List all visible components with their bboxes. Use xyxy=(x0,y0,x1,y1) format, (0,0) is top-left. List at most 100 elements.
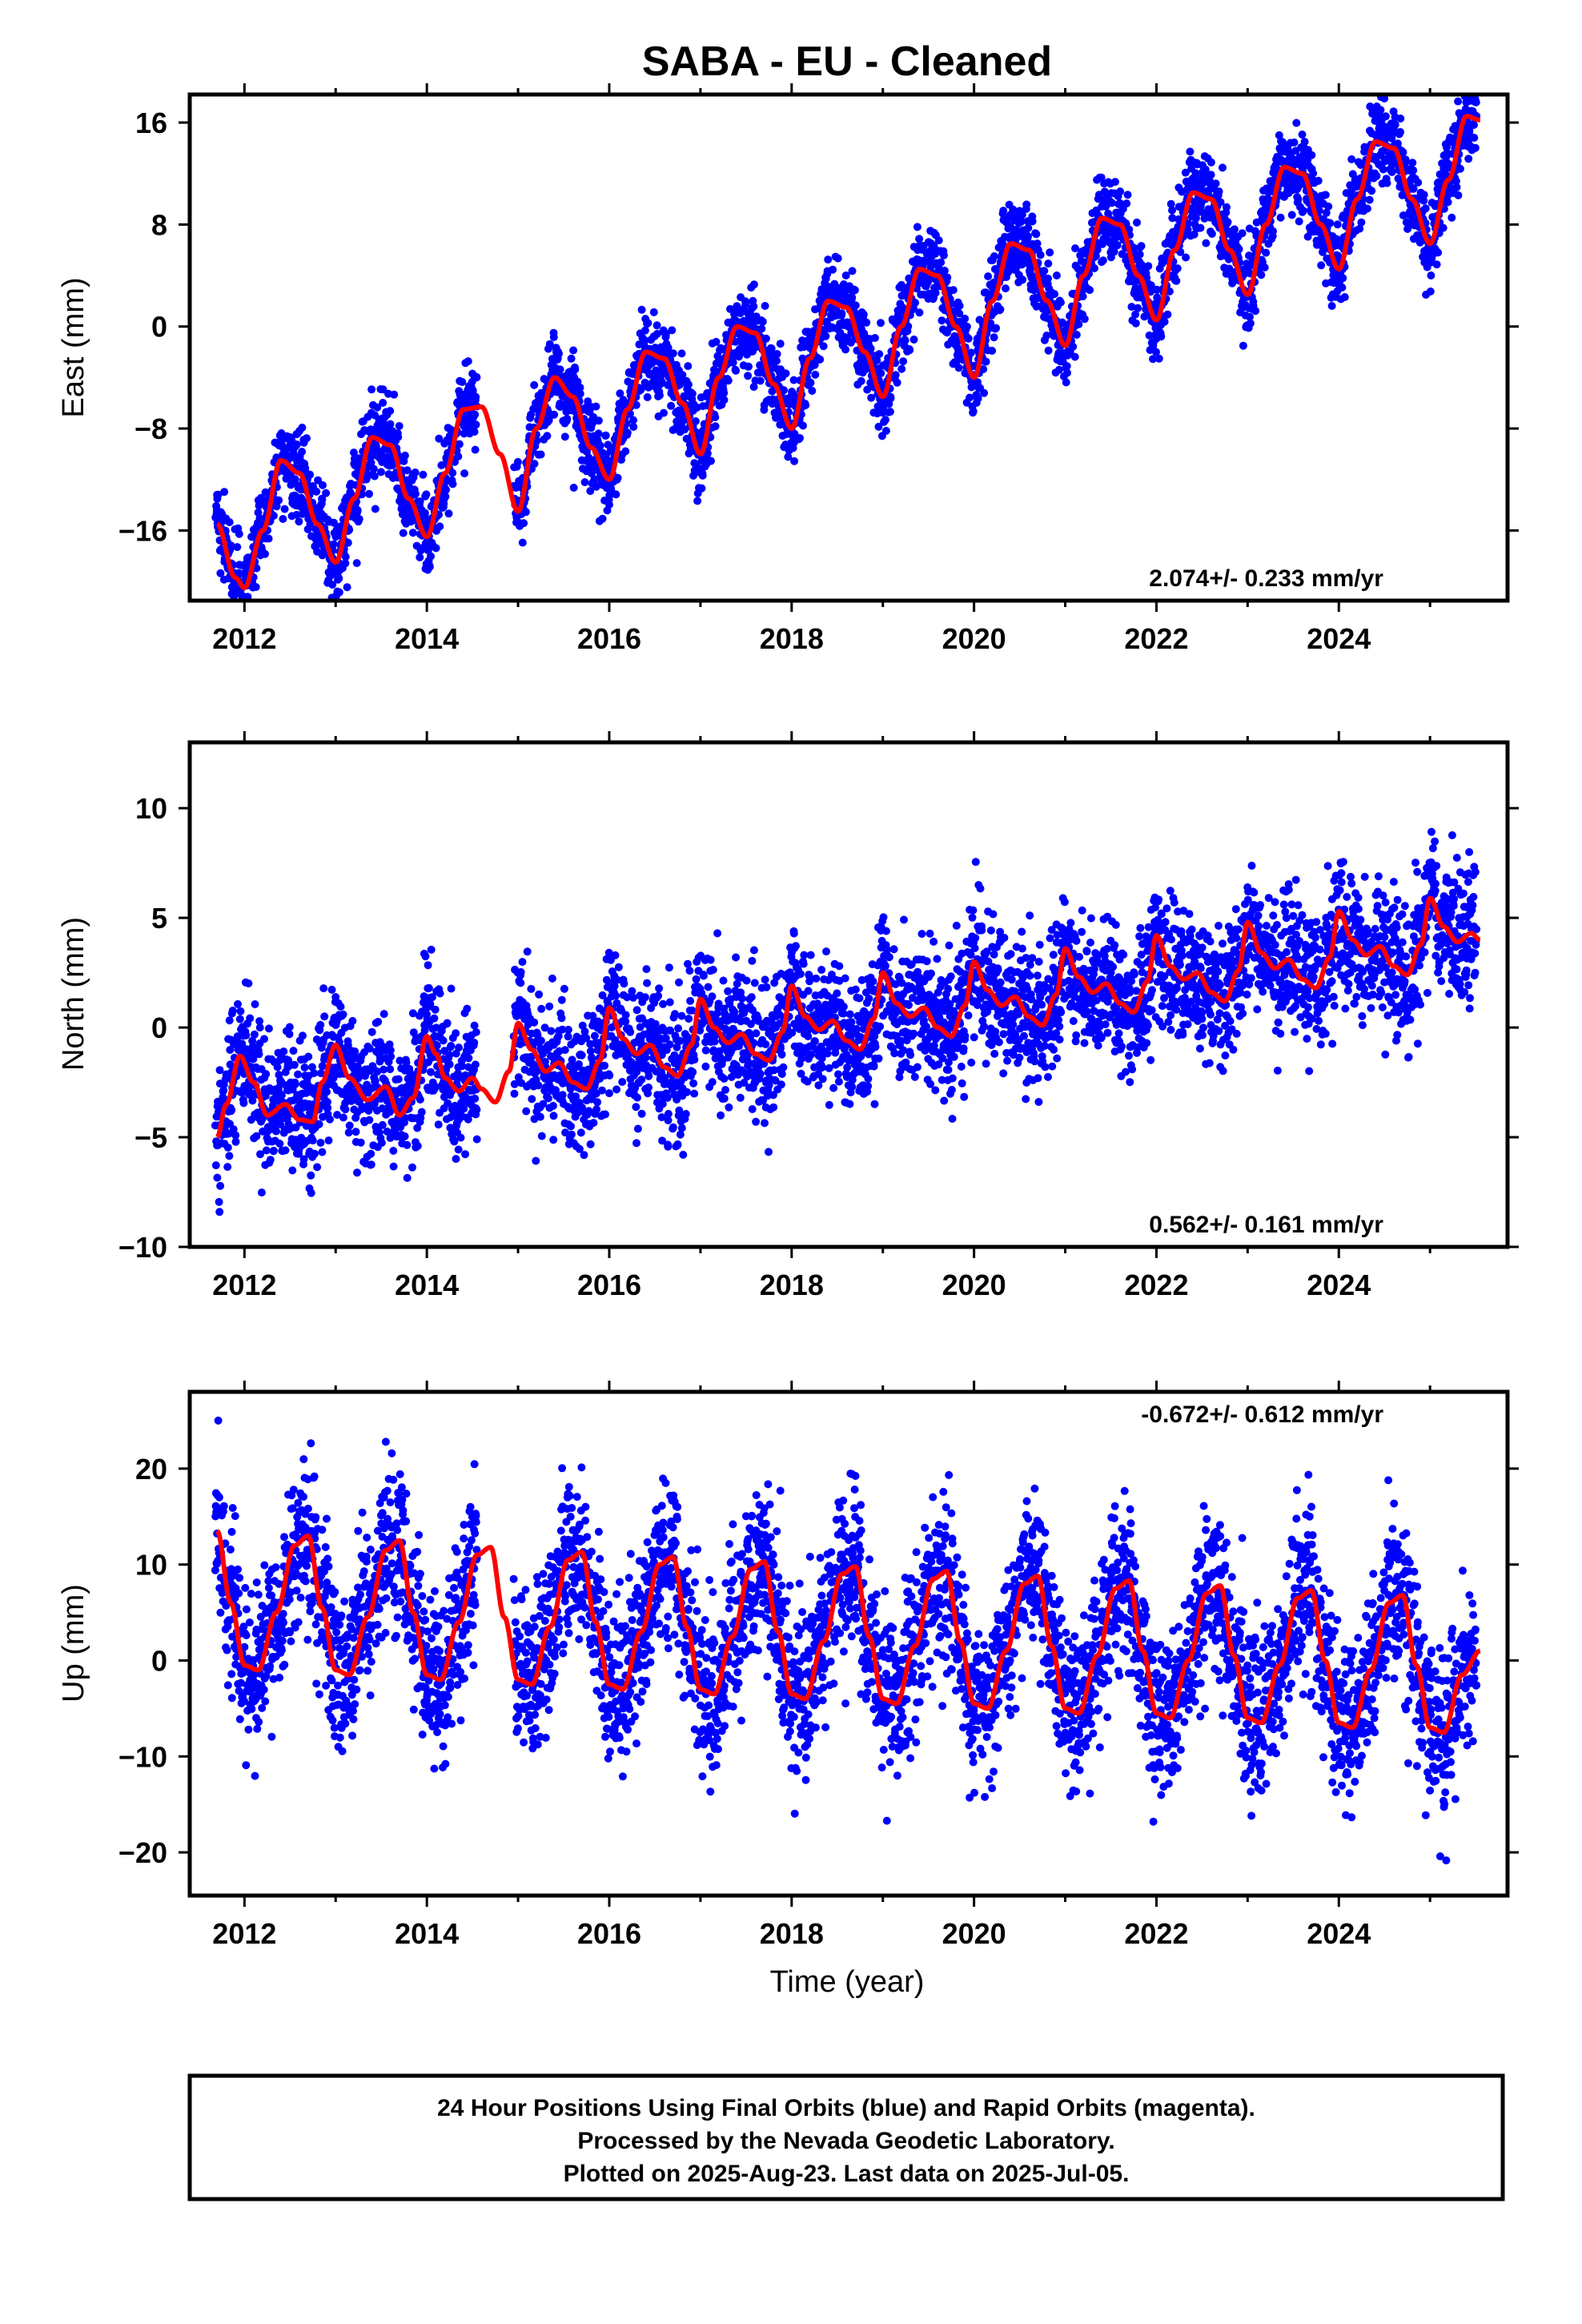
north-point xyxy=(226,1060,235,1069)
east-x-tick-label: 2020 xyxy=(942,622,1006,655)
east-point xyxy=(1168,214,1177,223)
east-point xyxy=(225,518,234,527)
north-point xyxy=(339,1010,347,1019)
east-point xyxy=(1347,155,1356,163)
east-point xyxy=(1157,332,1166,341)
north-point xyxy=(227,1106,236,1114)
north-point xyxy=(231,1137,240,1146)
north-point xyxy=(244,979,253,987)
east-point xyxy=(468,386,477,395)
east-point xyxy=(724,376,733,385)
north-point xyxy=(256,1150,264,1159)
north-point xyxy=(313,1163,322,1172)
east-point xyxy=(711,413,720,421)
north-point xyxy=(215,1066,224,1075)
east-point xyxy=(233,543,242,552)
north-point xyxy=(252,1132,261,1140)
north-point xyxy=(327,985,336,994)
east-point xyxy=(520,519,528,528)
east-point xyxy=(314,476,323,485)
east-point xyxy=(303,434,311,443)
north-point xyxy=(307,1171,315,1180)
east-point xyxy=(629,416,637,424)
east-point xyxy=(821,332,830,340)
east-point xyxy=(874,422,883,431)
east-point xyxy=(298,424,307,432)
east-point xyxy=(1409,184,1418,193)
east-point xyxy=(866,344,875,353)
east-point xyxy=(848,267,857,275)
east-point xyxy=(1396,127,1404,136)
east-point xyxy=(1135,250,1144,259)
north-point xyxy=(323,1088,331,1096)
north-point xyxy=(326,1115,334,1124)
east-point xyxy=(1149,355,1157,364)
north-point xyxy=(226,1046,235,1054)
east-point xyxy=(1246,312,1254,321)
east-point xyxy=(640,336,649,344)
east-point xyxy=(1387,167,1396,176)
east-point xyxy=(367,458,375,467)
east-y-tick-label: −16 xyxy=(118,514,167,547)
east-point xyxy=(1044,346,1053,355)
east-point xyxy=(875,350,884,359)
east-point xyxy=(1219,163,1227,172)
north-point xyxy=(225,1152,234,1160)
east-point xyxy=(350,448,358,457)
east-point xyxy=(1454,97,1463,106)
east-point xyxy=(1044,274,1052,283)
east-point xyxy=(569,484,578,492)
east-point xyxy=(905,346,914,355)
east-point xyxy=(580,478,589,487)
east-point xyxy=(1032,230,1041,239)
east-point xyxy=(291,475,299,484)
east-point xyxy=(1456,164,1464,173)
east-point xyxy=(1165,287,1174,296)
north-point xyxy=(299,1031,307,1040)
east-point xyxy=(425,562,434,571)
north-point xyxy=(233,1032,242,1041)
east-point xyxy=(306,470,315,479)
east-point xyxy=(996,305,1005,314)
east-point xyxy=(940,267,949,275)
north-point xyxy=(331,993,340,1001)
east-point xyxy=(584,397,592,406)
east-point xyxy=(1327,302,1336,310)
east-point xyxy=(1110,247,1118,256)
east-point xyxy=(881,427,890,435)
east-point xyxy=(1046,248,1054,257)
east-point xyxy=(1434,248,1443,257)
east-point xyxy=(684,362,693,371)
north-point xyxy=(242,1031,251,1039)
east-point xyxy=(899,357,908,366)
east-point xyxy=(901,336,909,345)
east-point xyxy=(1207,171,1215,179)
east-point xyxy=(1018,211,1026,219)
east-point xyxy=(1471,143,1480,152)
north-point xyxy=(251,1000,259,1008)
east-point xyxy=(1324,202,1333,211)
east-point xyxy=(390,390,399,399)
east-point xyxy=(612,490,620,499)
north-point xyxy=(378,1120,387,1129)
east-point xyxy=(652,329,661,338)
east-point xyxy=(1202,239,1211,247)
east-point xyxy=(749,302,758,311)
east-point xyxy=(678,371,687,380)
east-point xyxy=(1058,319,1067,328)
east-point xyxy=(729,358,737,367)
east-point xyxy=(773,350,781,358)
east-point xyxy=(319,480,327,489)
north-point xyxy=(307,1063,316,1072)
east-point xyxy=(532,436,541,445)
east-point xyxy=(643,393,652,401)
east-point xyxy=(776,340,785,348)
east-point xyxy=(464,357,472,366)
north-point xyxy=(291,1080,299,1088)
east-point xyxy=(1419,191,1428,199)
east-point xyxy=(365,489,373,498)
east-point xyxy=(632,400,640,409)
east-point xyxy=(749,280,758,289)
east-point xyxy=(470,428,479,436)
east-point xyxy=(893,378,901,387)
